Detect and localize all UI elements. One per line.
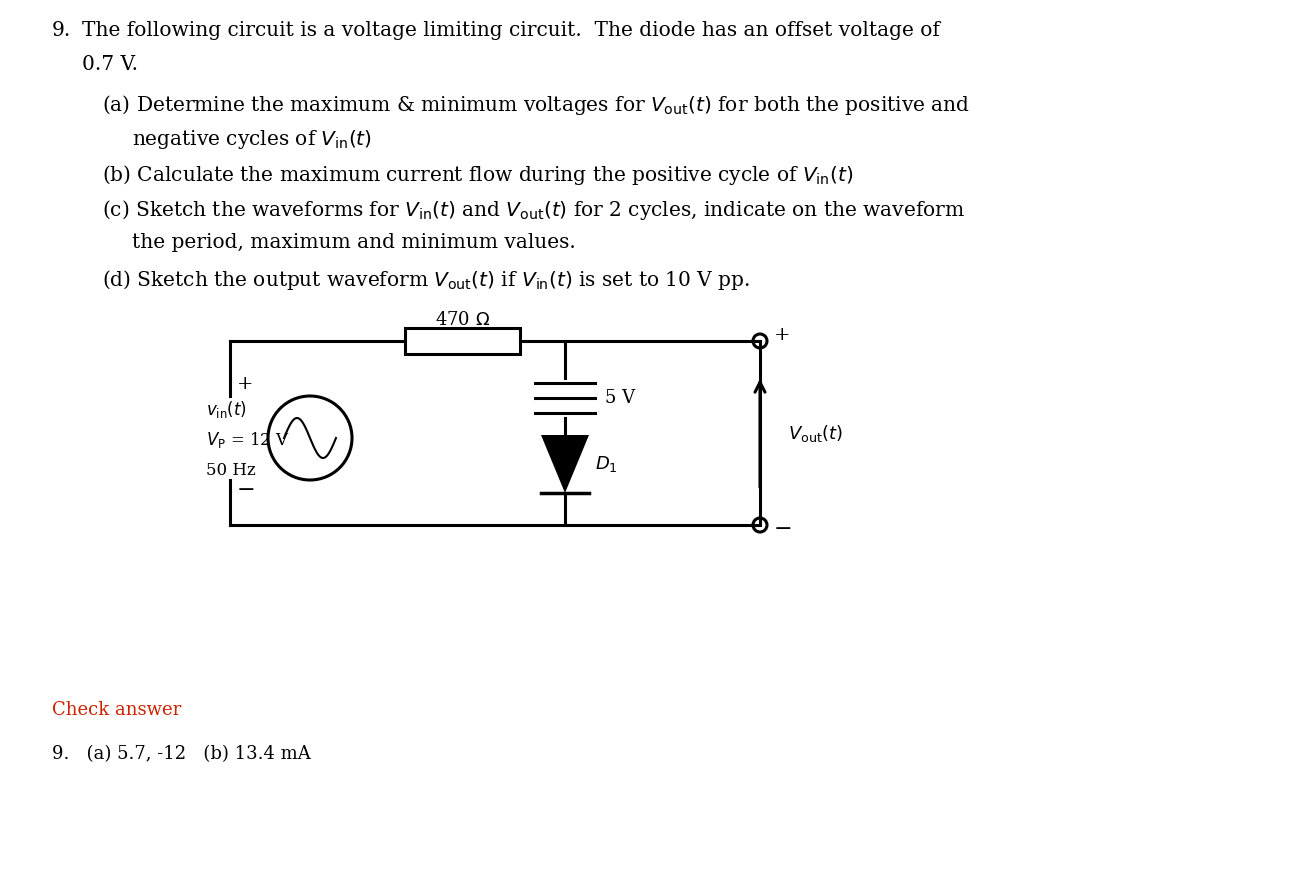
Text: +: + xyxy=(773,326,790,344)
Text: (b) Calculate the maximum current flow during the positive cycle of $V_{\mathrm{: (b) Calculate the maximum current flow d… xyxy=(102,163,853,187)
Text: −: − xyxy=(237,479,255,501)
Text: 9.: 9. xyxy=(52,21,71,40)
Bar xyxy=(405,328,519,354)
Circle shape xyxy=(753,518,767,532)
Text: $D_1$: $D_1$ xyxy=(596,454,617,474)
Text: (c) Sketch the waveforms for $V_{\mathrm{in}}(t)$ and $V_{\mathrm{out}}(t)$ for : (c) Sketch the waveforms for $V_{\mathrm… xyxy=(102,198,965,222)
Text: 470 $\Omega$: 470 $\Omega$ xyxy=(434,311,490,329)
Circle shape xyxy=(753,334,767,348)
Polygon shape xyxy=(541,435,589,493)
Text: (a) Determine the maximum & minimum voltages for $V_{\mathrm{out}}(t)$ for both : (a) Determine the maximum & minimum volt… xyxy=(102,93,971,117)
Text: 0.7 V.: 0.7 V. xyxy=(82,55,138,74)
Text: 50 Hz: 50 Hz xyxy=(206,462,255,479)
Text: (d) Sketch the output waveform $V_{\mathrm{out}}(t)$ if $V_{\mathrm{in}}(t)$ is : (d) Sketch the output waveform $V_{\math… xyxy=(102,268,750,292)
Text: The following circuit is a voltage limiting circuit.  The diode has an offset vo: The following circuit is a voltage limit… xyxy=(82,21,940,40)
Text: $V_{\mathrm{P}}$ = 12 V: $V_{\mathrm{P}}$ = 12 V xyxy=(206,430,290,450)
Text: $v_{\mathrm{in}}(t)$: $v_{\mathrm{in}}(t)$ xyxy=(206,399,247,421)
Text: $V_{\mathrm{out}}(t)$: $V_{\mathrm{out}}(t)$ xyxy=(788,422,843,444)
Text: the period, maximum and minimum values.: the period, maximum and minimum values. xyxy=(131,233,576,252)
Text: Check answer: Check answer xyxy=(52,701,182,719)
Text: −: − xyxy=(773,518,793,540)
Text: negative cycles of $V_{\mathrm{in}}(t)$: negative cycles of $V_{\mathrm{in}}(t)$ xyxy=(131,128,373,151)
Text: +: + xyxy=(237,375,254,393)
Text: 5 V: 5 V xyxy=(605,389,635,407)
Text: 9.   (a) 5.7, -12   (b) 13.4 mA: 9. (a) 5.7, -12 (b) 13.4 mA xyxy=(52,745,311,763)
